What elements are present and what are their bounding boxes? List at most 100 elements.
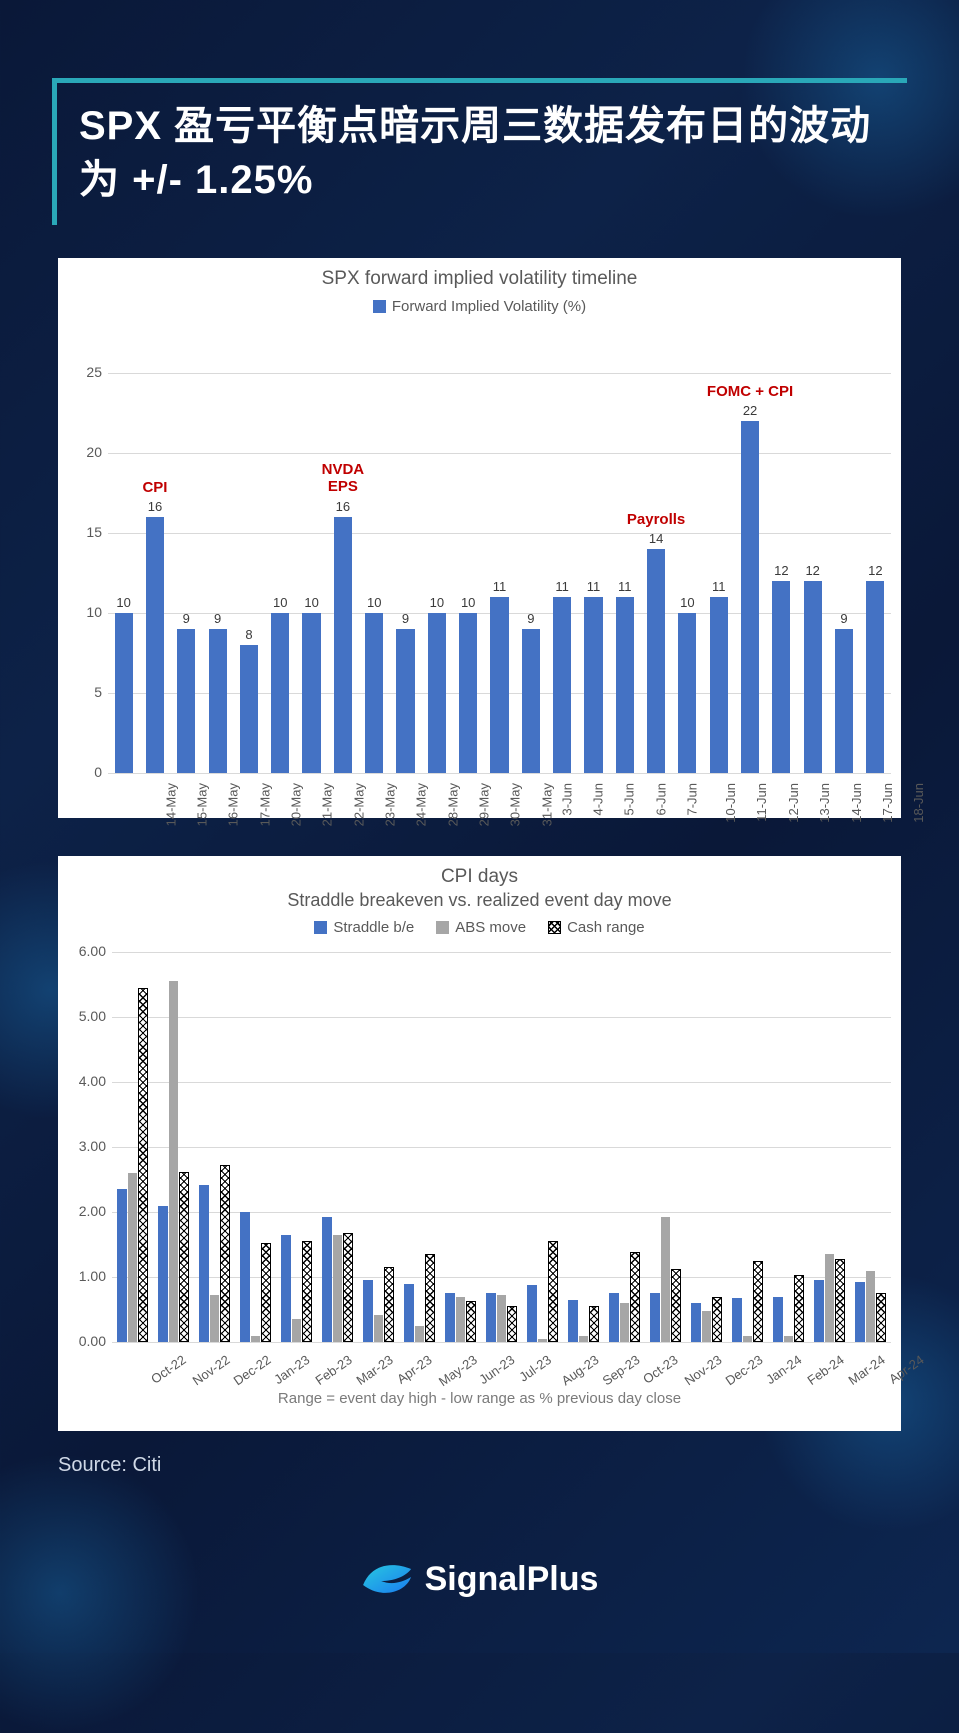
bar (117, 1189, 127, 1342)
bar (620, 1303, 630, 1342)
bar (146, 517, 164, 773)
brand-logo: SignalPlus (361, 1559, 599, 1599)
bar-value-label: 9 (402, 611, 409, 626)
bar (302, 613, 320, 773)
x-tick-label: 10-Jun (723, 783, 738, 823)
y-tick-label: 0 (74, 764, 102, 780)
x-tick-label: Aug-23 (558, 1352, 601, 1388)
bar (384, 1267, 394, 1342)
bar-value-label: 10 (116, 595, 130, 610)
bar-value-label: 12 (805, 563, 819, 578)
bar (866, 581, 884, 773)
x-tick-label: 16-May (226, 783, 241, 826)
event-label: FOMC + CPI (707, 383, 793, 400)
x-tick-label: 17-Jun (880, 783, 895, 823)
bar (527, 1285, 537, 1342)
gridline (108, 373, 891, 374)
bar (138, 988, 148, 1342)
x-tick-label: Oct-23 (640, 1352, 681, 1387)
x-tick-label: Oct-22 (148, 1352, 189, 1387)
bar (609, 1293, 619, 1342)
event-label: Payrolls (627, 511, 685, 528)
x-tick-label: 13-Jun (817, 783, 832, 823)
bar (743, 1336, 753, 1343)
bar (240, 1212, 250, 1342)
bar (158, 1206, 168, 1343)
bar-value-label: 10 (680, 595, 694, 610)
bar (616, 597, 634, 773)
bar (647, 549, 665, 773)
y-tick-label: 5 (74, 684, 102, 700)
bar (772, 581, 790, 773)
volatility-chart: SPX forward implied volatility timeline … (58, 258, 901, 818)
bar (702, 1311, 712, 1342)
bar (710, 597, 728, 773)
legend-label: ABS move (455, 919, 526, 936)
bar (497, 1295, 507, 1342)
bar (374, 1315, 384, 1342)
bar (650, 1293, 660, 1342)
bar (855, 1282, 865, 1342)
bar (490, 597, 508, 773)
bar (343, 1233, 353, 1342)
bar-value-label: 14 (649, 531, 663, 546)
bar (292, 1319, 302, 1342)
gridline (108, 533, 891, 534)
gridline (112, 1342, 891, 1343)
gridline (112, 1017, 891, 1018)
bar (396, 629, 414, 773)
x-tick-label: 28-May (445, 783, 460, 826)
x-tick-label: 30-May (508, 783, 523, 826)
x-tick-label: Jan-24 (763, 1352, 804, 1387)
bar (404, 1284, 414, 1343)
bar (741, 421, 759, 773)
x-tick-label: Feb-24 (804, 1352, 846, 1388)
legend-item: ABS move (436, 919, 526, 936)
x-tick-label: 12-Jun (786, 783, 801, 823)
bar (425, 1254, 435, 1342)
bar (209, 629, 227, 773)
x-tick-label: Jul-23 (516, 1352, 554, 1385)
x-tick-label: Nov-23 (681, 1352, 724, 1388)
bar (445, 1293, 455, 1342)
bar (128, 1173, 138, 1342)
bar (814, 1280, 824, 1342)
x-tick-label: Dec-22 (230, 1352, 273, 1388)
bar-value-label: 10 (461, 595, 475, 610)
source-label: Source: Citi (58, 1454, 161, 1477)
bar-value-label: 12 (868, 563, 882, 578)
x-tick-label: Sep-23 (599, 1352, 642, 1388)
bar (794, 1275, 804, 1342)
y-tick-label: 3.00 (70, 1138, 106, 1154)
gridline (112, 1147, 891, 1148)
bar (568, 1300, 578, 1342)
legend-swatch (373, 300, 386, 313)
chart2-subtitle: Straddle breakeven vs. realized event da… (58, 890, 901, 911)
bar (825, 1254, 835, 1342)
bar (671, 1269, 681, 1342)
bar-value-label: 22 (743, 403, 757, 418)
legend-label: Cash range (567, 919, 645, 936)
bar (179, 1172, 189, 1342)
gridline (108, 773, 891, 774)
bar-value-label: 9 (840, 611, 847, 626)
bar (363, 1280, 373, 1342)
y-tick-label: 10 (74, 604, 102, 620)
bar (712, 1297, 722, 1343)
bar (804, 581, 822, 773)
chart2-legend: Straddle b/eABS moveCash range (58, 919, 901, 936)
bar-value-label: 11 (587, 579, 601, 594)
bar (456, 1297, 466, 1343)
gridline (112, 1082, 891, 1083)
x-tick-label: 11-Jun (754, 783, 769, 822)
chart1-legend: Forward Implied Volatility (%) (58, 298, 901, 315)
x-tick-label: May-23 (435, 1352, 479, 1389)
x-tick-label: 15-May (194, 783, 209, 826)
bar (835, 629, 853, 773)
bar-value-label: 10 (367, 595, 381, 610)
bar (210, 1295, 220, 1342)
bar (415, 1326, 425, 1342)
bar (589, 1306, 599, 1342)
legend-label: Forward Implied Volatility (%) (392, 298, 586, 315)
x-tick-label: Mar-23 (353, 1352, 395, 1388)
